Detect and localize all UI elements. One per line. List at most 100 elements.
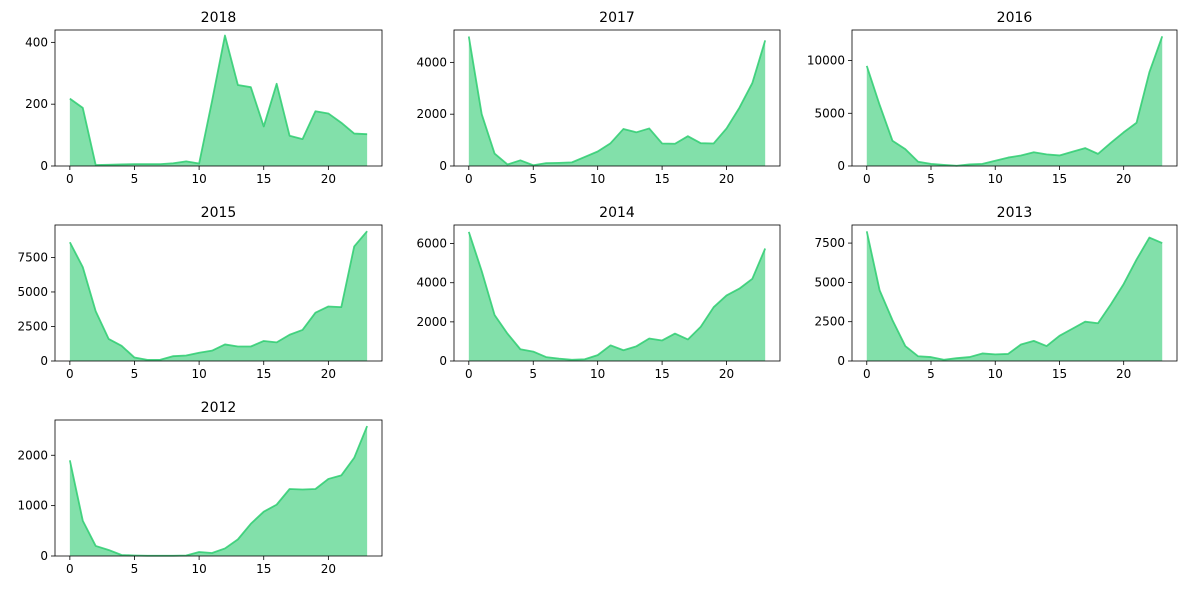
x-tick-label: 10 — [191, 172, 206, 186]
data-point — [494, 314, 496, 316]
data-point — [866, 230, 868, 232]
x-tick-label: 10 — [988, 367, 1003, 381]
y-tick-label: 2000 — [416, 315, 447, 329]
data-point — [211, 350, 213, 352]
data-point — [584, 156, 586, 158]
subplot-2017: 0 5 10 15 20 0 2000 4000 2017 — [416, 10, 781, 186]
y-tick-label: 200 — [25, 97, 48, 111]
data-point — [250, 86, 252, 88]
data-point — [648, 127, 650, 129]
x-tick-label: 15 — [654, 367, 669, 381]
axes-frame — [54, 419, 383, 557]
data-point — [289, 488, 291, 490]
x-tick-label: 0 — [863, 367, 871, 381]
data-point — [327, 112, 329, 114]
y-tick-label: 5000 — [17, 285, 48, 299]
y-tick-label: 7500 — [814, 236, 845, 250]
area-fill — [866, 36, 1163, 167]
data-point — [95, 545, 97, 547]
data-point — [133, 163, 135, 165]
data-point — [1136, 259, 1138, 261]
data-point — [584, 358, 586, 360]
data-point — [751, 278, 753, 280]
data-point — [713, 306, 715, 308]
subplot-2014: 0 5 10 15 20 0 2000 4000 6000 2014 — [416, 205, 781, 381]
area-fill — [866, 231, 1163, 361]
x-tick-label: 10 — [191, 562, 206, 576]
y-tick-label: 400 — [25, 35, 48, 49]
data-point — [82, 107, 84, 109]
data-point — [930, 356, 932, 358]
y-tick-label: 0 — [439, 354, 447, 368]
data-point — [532, 351, 534, 353]
data-point — [969, 356, 971, 358]
data-point — [943, 359, 945, 361]
x-tick-label: 0 — [863, 172, 871, 186]
data-point — [468, 35, 470, 37]
data-point — [211, 552, 213, 554]
x-tick-label: 5 — [927, 367, 935, 381]
data-point — [622, 128, 624, 130]
data-point — [930, 163, 932, 165]
data-point — [327, 305, 329, 307]
subplot-title: 2014 — [599, 205, 635, 221]
data-point — [121, 345, 123, 347]
data-point — [340, 306, 342, 308]
data-point — [506, 163, 508, 165]
data-point — [289, 135, 291, 137]
y-tick-label: 0 — [40, 159, 48, 173]
y-tick-label: 5000 — [814, 275, 845, 289]
data-point — [994, 353, 996, 355]
subplot-2013: 0 5 10 15 20 0 2500 5000 7500 2013 — [814, 205, 1178, 381]
data-point — [879, 289, 881, 291]
data-point — [302, 329, 304, 331]
data-point — [866, 65, 868, 67]
data-point — [558, 162, 560, 164]
data-point — [879, 104, 881, 106]
data-point — [276, 504, 278, 506]
y-tick-label: 0 — [40, 549, 48, 563]
data-point — [1148, 71, 1150, 73]
data-point — [764, 39, 766, 41]
data-point — [263, 125, 265, 127]
x-tick-label: 15 — [1052, 367, 1067, 381]
x-tick-label: 10 — [590, 367, 605, 381]
data-point — [276, 83, 278, 85]
data-point — [314, 312, 316, 314]
y-tick-label: 0 — [837, 159, 845, 173]
data-point — [237, 346, 239, 348]
data-point — [1046, 345, 1048, 347]
data-point — [353, 133, 355, 135]
x-tick-label: 20 — [321, 172, 336, 186]
data-point — [69, 459, 71, 461]
data-point — [648, 337, 650, 339]
data-point — [224, 343, 226, 345]
data-point — [713, 142, 715, 144]
data-point — [1161, 35, 1163, 37]
subplot-title: 2017 — [599, 10, 635, 26]
data-point — [956, 357, 958, 359]
data-point — [1020, 343, 1022, 345]
y-tick-label: 5000 — [814, 106, 845, 120]
data-point — [917, 161, 919, 163]
data-point — [904, 345, 906, 347]
data-point — [250, 346, 252, 348]
subplot-title: 2012 — [201, 400, 237, 416]
data-point — [121, 163, 123, 165]
x-tick-label: 20 — [719, 367, 734, 381]
subplot-title: 2018 — [201, 10, 237, 26]
data-point — [250, 523, 252, 525]
data-point — [185, 354, 187, 356]
data-point — [622, 349, 624, 351]
data-point — [494, 153, 496, 155]
data-point — [237, 84, 239, 86]
data-point — [1161, 242, 1163, 244]
subplot-title: 2015 — [201, 205, 237, 221]
data-point — [302, 138, 304, 140]
x-tick-label: 15 — [256, 562, 271, 576]
series-line — [69, 230, 368, 361]
data-point — [289, 334, 291, 336]
x-tick-label: 20 — [1116, 367, 1131, 381]
x-tick-label: 15 — [654, 172, 669, 186]
data-point — [314, 488, 316, 490]
